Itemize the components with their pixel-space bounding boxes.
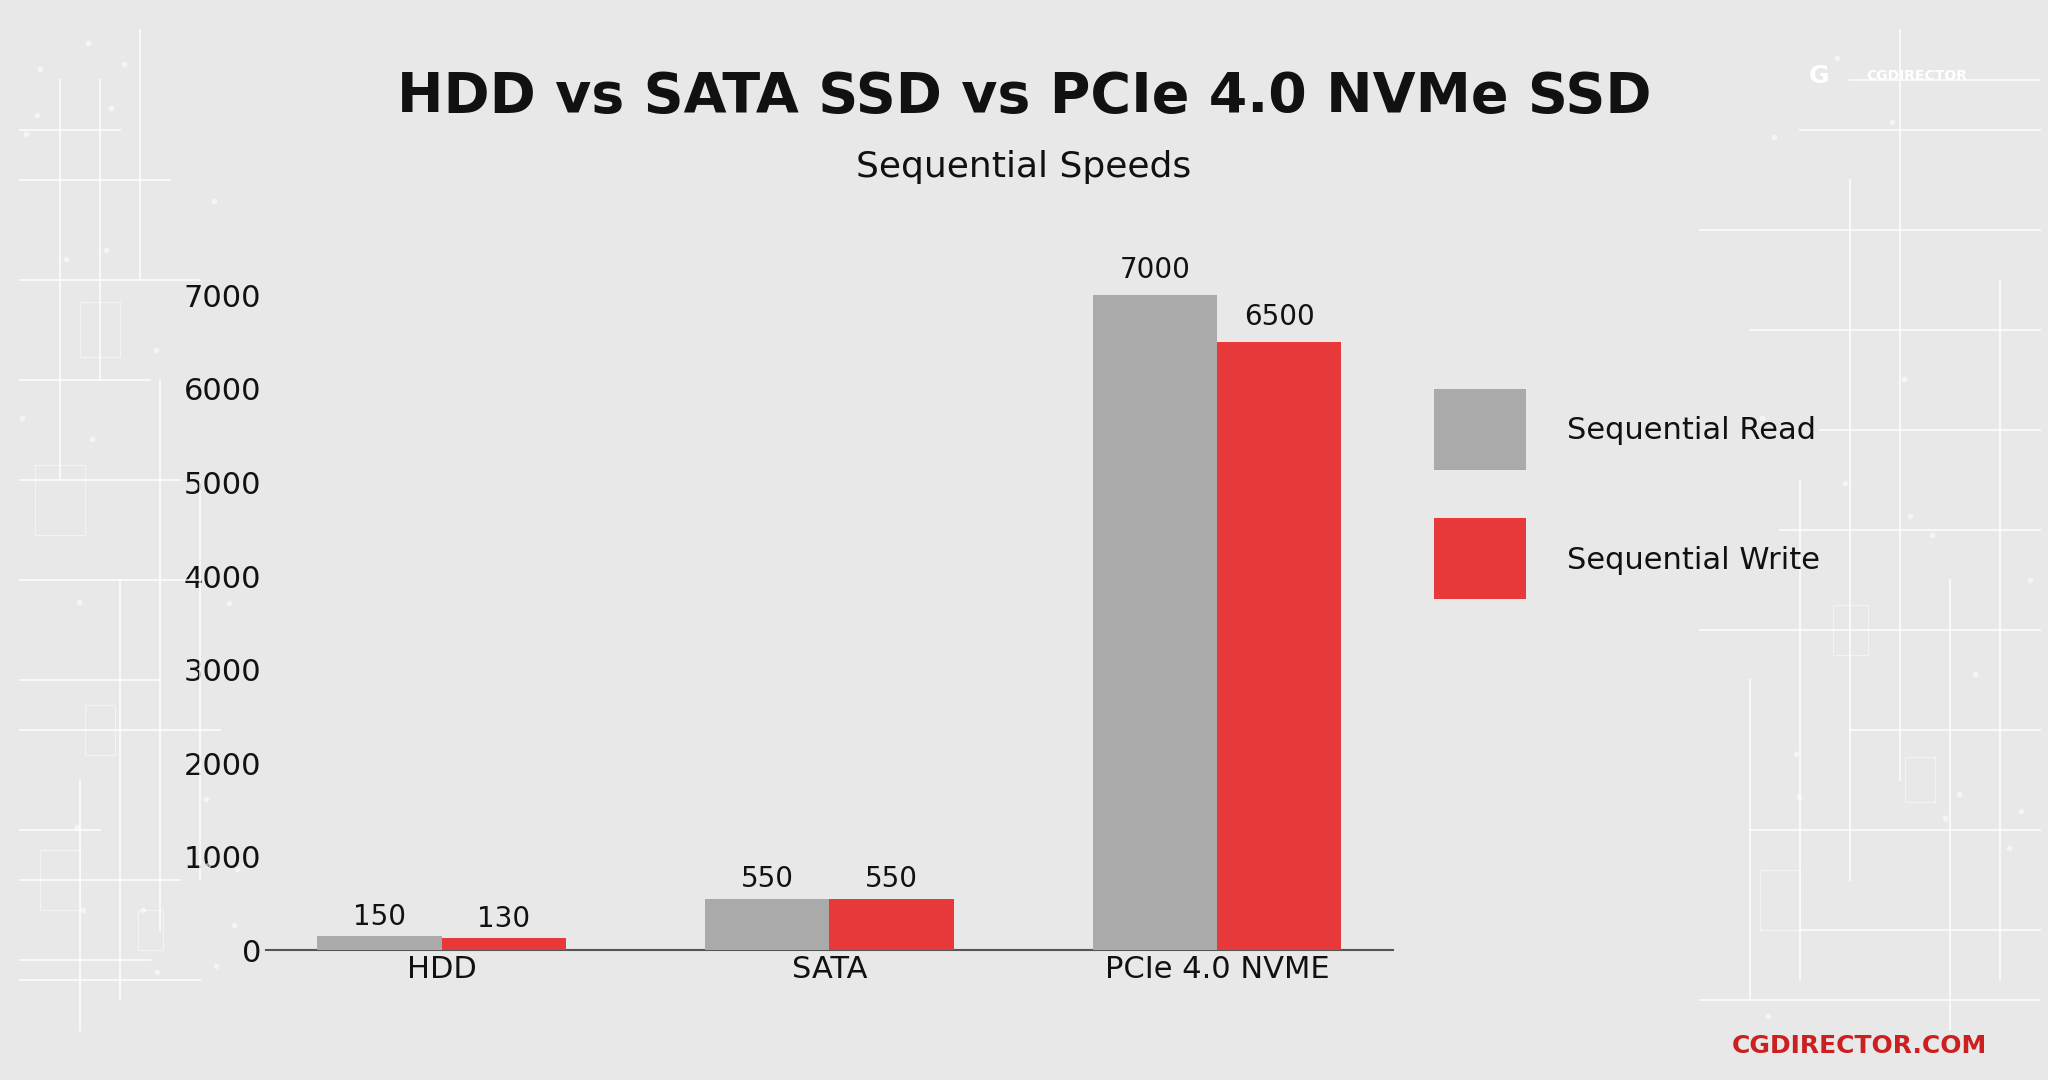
FancyBboxPatch shape bbox=[1434, 389, 1526, 470]
Text: G: G bbox=[1808, 64, 1829, 87]
Text: 150: 150 bbox=[352, 903, 406, 931]
Bar bbox=[1905, 757, 1935, 802]
Bar bbox=[705, 899, 829, 950]
Text: Sequential Speeds: Sequential Speeds bbox=[856, 150, 1192, 185]
Bar bbox=[1833, 605, 1868, 654]
Text: Sequential Read: Sequential Read bbox=[1567, 417, 1817, 445]
Bar bbox=[317, 936, 442, 950]
Text: CGDIRECTOR: CGDIRECTOR bbox=[1866, 69, 1968, 82]
Text: CGDIRECTOR.COM: CGDIRECTOR.COM bbox=[1731, 1035, 1987, 1058]
Text: 130: 130 bbox=[477, 905, 530, 933]
Bar bbox=[442, 939, 565, 950]
Bar bbox=[1217, 342, 1341, 950]
Text: Sequential Write: Sequential Write bbox=[1567, 546, 1821, 575]
Bar bbox=[86, 705, 115, 755]
Bar bbox=[1759, 870, 1800, 930]
Text: 7000: 7000 bbox=[1120, 256, 1190, 284]
Bar bbox=[137, 910, 164, 950]
Bar bbox=[41, 850, 80, 910]
Bar bbox=[80, 302, 121, 357]
Text: 550: 550 bbox=[741, 865, 795, 893]
Bar bbox=[1094, 295, 1217, 950]
Text: 550: 550 bbox=[864, 865, 918, 893]
Text: 6500: 6500 bbox=[1243, 302, 1315, 330]
Bar bbox=[35, 465, 86, 535]
Text: HDD vs SATA SSD vs PCIe 4.0 NVMe SSD: HDD vs SATA SSD vs PCIe 4.0 NVMe SSD bbox=[397, 70, 1651, 124]
FancyBboxPatch shape bbox=[1434, 518, 1526, 599]
Bar bbox=[829, 899, 954, 950]
